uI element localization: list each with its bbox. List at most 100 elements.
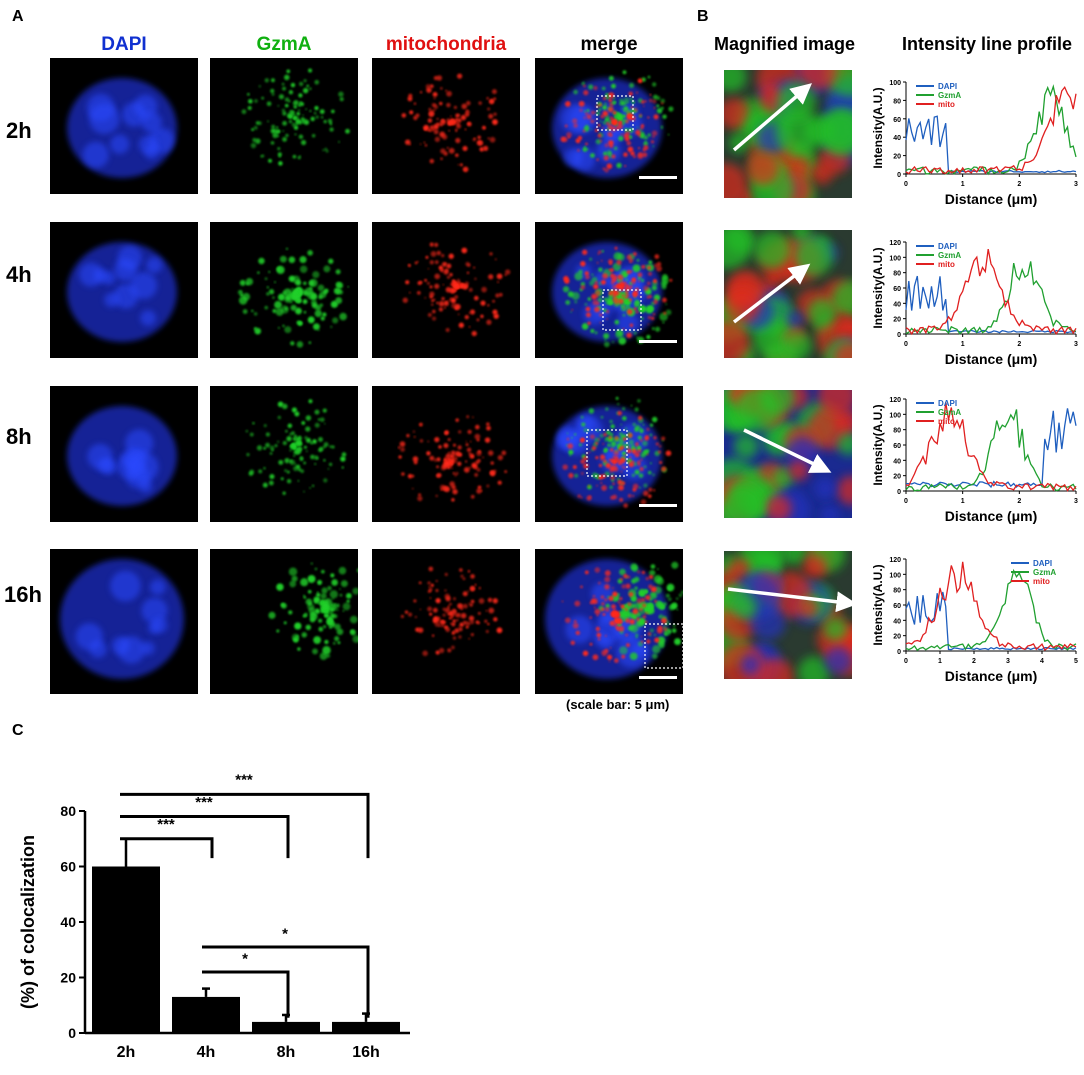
significance-label: * [282,926,288,943]
panel-letter-c: C [12,722,24,740]
legend-gzma: GzmA [938,251,961,260]
y-tick-label: 0 [68,1025,76,1041]
profile-xtick: 0 [904,181,908,188]
row-label-8h: 8h [6,424,32,450]
x-tick-label-8h: 8h [277,1044,296,1061]
col-header-gzma: GzmA [210,34,358,56]
legend-gzma: GzmA [1033,568,1056,577]
x-tick-label-16h: 16h [352,1044,380,1061]
row-label-4h: 4h [6,262,32,288]
profile-ytick: 100 [889,572,901,579]
y-tick-label: 40 [60,914,76,930]
profile-ytick: 120 [889,397,901,404]
profile-xtick: 0 [904,341,908,348]
bar-8h [252,1022,320,1033]
profile-trace-mito [906,402,1076,490]
legend-dapi: DAPI [938,82,957,91]
profile-ylabel: Intensity(A.U.) [871,564,885,645]
micrograph-dapi-16h [50,549,198,694]
profile-ylabel: Intensity(A.U.) [871,404,885,485]
legend-mito: mito [938,417,955,426]
significance-label: *** [195,794,213,811]
micrograph-gzma-16h [210,549,358,694]
micrograph-mito-16h [372,549,520,694]
profile-xtick: 2 [972,658,976,665]
profile-xlabel: Distance (μm) [945,668,1038,684]
profile-ytick: 100 [889,412,901,419]
legend-mito: mito [938,100,955,109]
profile-ytick: 60 [893,117,901,124]
significance-bracket-2h-4h: *** [120,816,212,858]
profile-trace-dapi [906,116,1076,172]
intensity-profile-title: Intensity line profile [902,34,1072,55]
profile-ytick: 80 [893,428,901,435]
profile-ytick: 40 [893,458,901,465]
profile-ytick: 120 [889,557,901,564]
profile-ylabel: Intensity(A.U.) [871,87,885,168]
legend-gzma: GzmA [938,408,961,417]
x-tick-label-2h: 2h [117,1044,136,1061]
legend-dapi: DAPI [1033,559,1052,568]
profile-ytick: 100 [889,255,901,262]
panel-letter-b: B [697,8,709,26]
profile-ytick: 120 [889,240,901,247]
panel-letter-a: A [12,8,24,26]
y-axis-label: (%) of colocalization [18,835,38,1009]
profile-trace-gzma [906,571,1076,651]
col-header-merge: merge [535,34,683,56]
profile-xtick: 1 [961,181,965,188]
profile-trace-gzma [906,87,1076,174]
profile-ytick: 60 [893,286,901,293]
row-label-16h: 16h [4,582,42,608]
profile-trace-dapi [906,276,1076,333]
profile-xtick: 3 [1074,181,1078,188]
profile-ytick: 20 [893,634,901,641]
profile-xtick: 3 [1074,498,1078,505]
profile-xlabel: Distance (μm) [945,191,1038,207]
magnified-image-title: Magnified image [714,34,855,55]
micrograph-mito-2h [372,58,520,194]
profile-xtick: 5 [1074,658,1078,665]
row-label-2h: 2h [6,118,32,144]
magnified-image-3 [724,390,852,518]
profile-trace-gzma [906,261,1076,333]
profile-xtick: 2 [1017,498,1021,505]
profile-trace-mito [906,87,1076,173]
bar-16h [332,1022,400,1033]
y-tick-label: 60 [60,859,76,875]
legend-dapi: DAPI [938,399,957,408]
magnified-image-2 [724,230,852,358]
profile-ytick: 0 [897,172,901,179]
micrograph-mito-4h [372,222,520,358]
micrograph-gzma-4h [210,222,358,358]
bar-2h [92,867,160,1034]
profile-ytick: 40 [893,618,901,625]
profile-ytick: 20 [893,474,901,481]
significance-bracket-2h-8h: *** [120,794,288,858]
y-tick-label: 80 [60,803,76,819]
micrograph-merge-2h [535,58,683,194]
micrograph-dapi-4h [50,222,198,358]
legend-mito: mito [938,260,955,269]
col-header-dapi: DAPI [50,34,198,56]
profile-ytick: 20 [893,154,901,161]
profile-xtick: 0 [904,498,908,505]
scale-bar-caption: (scale bar: 5 μm) [566,697,669,712]
profile-xtick: 2 [1017,341,1021,348]
profile-ytick: 40 [893,301,901,308]
profile-ytick: 60 [893,603,901,610]
profile-xtick: 1 [961,498,965,505]
profile-ytick: 80 [893,98,901,105]
micrograph-dapi-8h [50,386,198,522]
significance-label: * [242,951,248,968]
profile-ytick: 80 [893,271,901,278]
profile-xtick: 3 [1074,341,1078,348]
profile-ytick: 100 [889,80,901,87]
profile-ytick: 0 [897,489,901,496]
